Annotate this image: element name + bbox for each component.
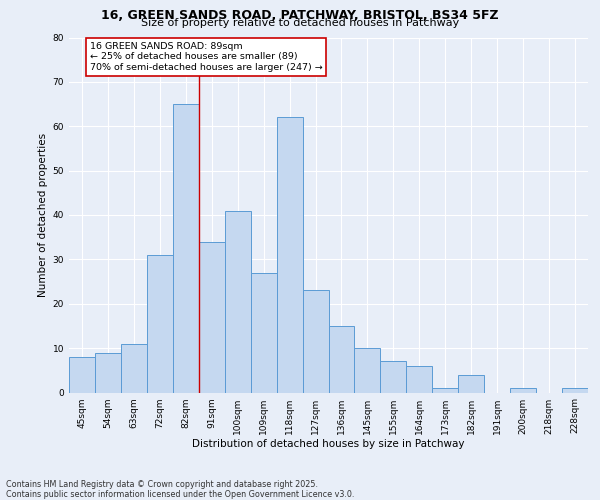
Bar	[329, 326, 355, 392]
Bar	[380, 362, 406, 392]
Text: Size of property relative to detached houses in Patchway: Size of property relative to detached ho…	[141, 18, 459, 28]
Bar	[173, 104, 199, 393]
Bar	[95, 352, 121, 393]
Text: 16, GREEN SANDS ROAD, PATCHWAY, BRISTOL, BS34 5FZ: 16, GREEN SANDS ROAD, PATCHWAY, BRISTOL,…	[101, 9, 499, 22]
Bar	[406, 366, 432, 392]
Text: Contains HM Land Registry data © Crown copyright and database right 2025.
Contai: Contains HM Land Registry data © Crown c…	[6, 480, 355, 499]
Bar	[199, 242, 224, 392]
Y-axis label: Number of detached properties: Number of detached properties	[38, 133, 49, 297]
Text: 16 GREEN SANDS ROAD: 89sqm
← 25% of detached houses are smaller (89)
70% of semi: 16 GREEN SANDS ROAD: 89sqm ← 25% of deta…	[90, 42, 323, 72]
X-axis label: Distribution of detached houses by size in Patchway: Distribution of detached houses by size …	[192, 440, 465, 450]
Bar	[433, 388, 458, 392]
Bar	[302, 290, 329, 392]
Bar	[121, 344, 147, 392]
Bar	[562, 388, 588, 392]
Bar	[225, 210, 251, 392]
Bar	[355, 348, 380, 393]
Bar	[147, 255, 173, 392]
Bar	[277, 118, 302, 392]
Bar	[458, 375, 484, 392]
Bar	[251, 272, 277, 392]
Bar	[69, 357, 95, 392]
Bar	[510, 388, 536, 392]
